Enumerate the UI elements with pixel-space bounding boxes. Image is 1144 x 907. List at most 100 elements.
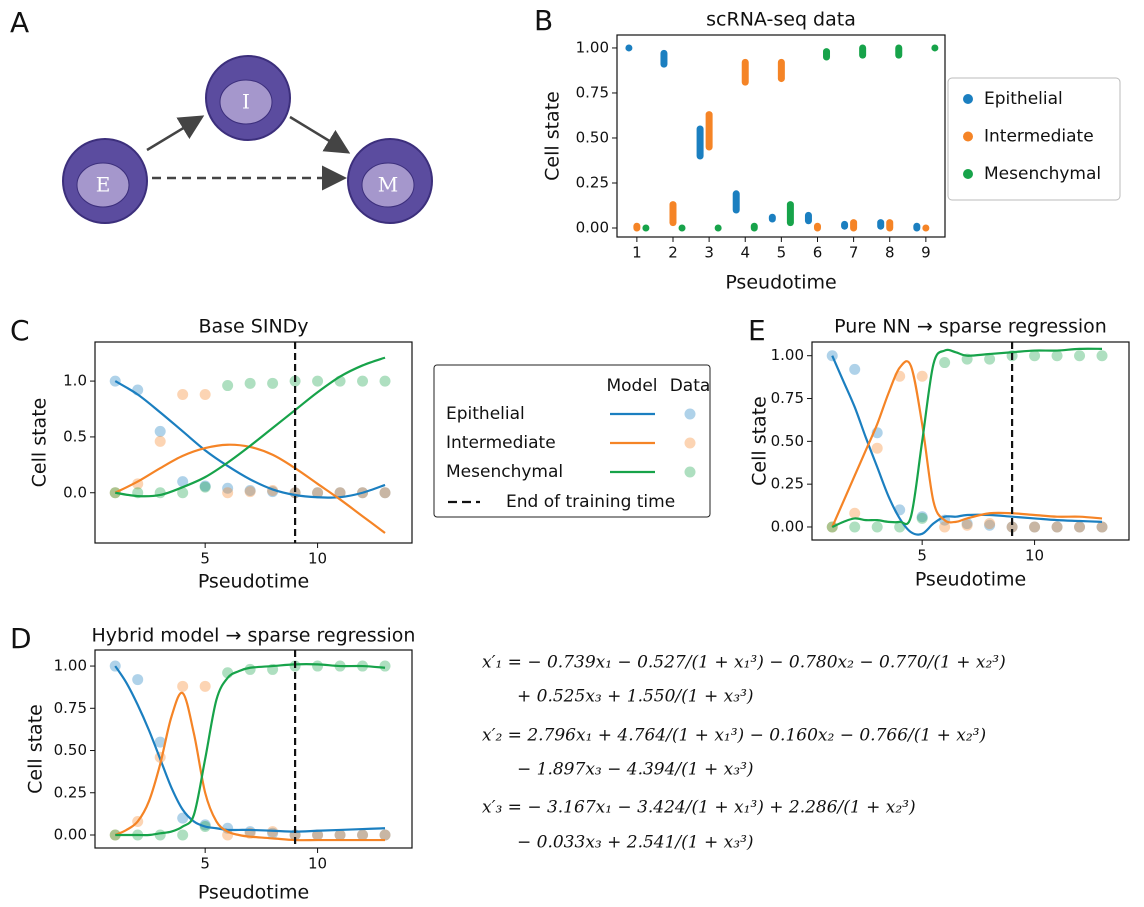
diagram: E I M: [62, 55, 433, 224]
node-label: I: [242, 90, 250, 114]
y-axis-label: Cell state: [25, 704, 47, 794]
data-point: [334, 829, 346, 841]
cell-cluster: [877, 219, 885, 230]
cell-cluster: [625, 44, 633, 52]
data-point: [916, 370, 928, 382]
data-point: [199, 480, 211, 492]
cell-cluster: [768, 213, 776, 223]
cell-cluster: [786, 201, 794, 227]
data-point: [244, 377, 256, 389]
x-tick-label: 10: [1025, 547, 1044, 565]
data-point: [177, 812, 189, 824]
data-point: [1074, 521, 1086, 533]
data-point: [222, 487, 234, 499]
legend-header: Data: [670, 376, 711, 396]
arrow: [289, 115, 351, 154]
y-tick-label: 0.50: [771, 432, 804, 450]
legend-dot: [684, 437, 696, 449]
equation-line: − 1.897x₃ − 4.394/(1 + x₃³): [517, 760, 754, 780]
legend-dot: [684, 466, 696, 478]
model-curve: [115, 356, 386, 498]
legend-marker: [963, 131, 973, 142]
plot-frame: [94, 341, 413, 544]
data-point: [379, 829, 391, 841]
panel-label: C: [10, 314, 30, 347]
model-curve: [114, 665, 386, 833]
y-tick-label: 0.25: [771, 475, 804, 493]
cell-cluster: [895, 44, 903, 59]
cell-cluster: [931, 44, 939, 52]
data-point: [267, 377, 279, 389]
data-point: [939, 357, 951, 369]
model-curve: [114, 380, 386, 499]
cell-cluster: [922, 224, 930, 232]
node-label: E: [96, 173, 111, 197]
data-point: [334, 487, 346, 499]
data-point: [916, 511, 928, 523]
cell-cluster: [823, 48, 831, 61]
y-tick-label: 0.5: [63, 427, 87, 445]
data-point: [222, 380, 234, 392]
data-point: [849, 507, 861, 519]
cell-cluster: [732, 190, 740, 214]
node-inner: [361, 162, 415, 208]
data-point: [177, 476, 189, 488]
panel-label: B: [534, 4, 553, 37]
data-point: [1074, 350, 1086, 362]
equation-line: − 0.033x₃ + 2.541/(1 + x₃³): [517, 833, 754, 853]
data-point: [1006, 521, 1018, 533]
cell-cluster: [642, 224, 650, 232]
legend-dot: [684, 408, 696, 420]
x-tick-label: 4: [740, 244, 750, 262]
x-tick-label: 3: [704, 244, 714, 262]
legend-label: Epithelial: [984, 89, 1063, 109]
data-point: [177, 829, 189, 841]
chart-title: Hybrid model → sparse regression: [92, 625, 416, 647]
cell-cluster: [633, 222, 641, 232]
model-curve: [831, 360, 1103, 528]
data-point: [379, 829, 391, 841]
x-axis-label: Pseudotime: [915, 569, 1026, 591]
x-tick-label: 8: [885, 244, 895, 262]
data-point: [312, 829, 324, 841]
model-curve: [115, 663, 386, 837]
data-point: [357, 829, 369, 841]
data-point: [177, 388, 189, 400]
cell-cluster: [669, 201, 677, 227]
x-axis-label: Pseudotime: [725, 272, 836, 294]
y-tick-label: 1.0: [63, 372, 87, 390]
data-point: [379, 487, 391, 499]
model-curve: [831, 355, 1103, 536]
data-point: [199, 388, 211, 400]
cell-cluster: [804, 211, 812, 225]
y-tick-label: 1.00: [771, 346, 804, 364]
y-axis-label: Cell state: [749, 396, 771, 486]
legend-marker: [963, 169, 973, 179]
cell-cluster: [750, 222, 758, 232]
cell-cluster: [886, 219, 894, 232]
chart-title: Base SINDy: [198, 316, 308, 338]
panel-label: E: [748, 314, 766, 347]
x-tick-label: 5: [200, 550, 210, 568]
x-tick-label: 2: [668, 244, 678, 262]
data-point: [334, 487, 346, 499]
cell-cluster: [660, 49, 668, 68]
legend-label: Intermediate: [984, 127, 1094, 147]
cell-cluster: [678, 224, 686, 232]
legend-marker: [963, 94, 973, 104]
data-point: [871, 442, 883, 454]
y-axis-label: Cell state: [542, 91, 564, 181]
y-tick-label: 1.00: [576, 38, 609, 56]
y-tick-label: 0.00: [576, 218, 609, 236]
data-point: [984, 353, 996, 365]
data-point: [1074, 521, 1086, 533]
data-point: [1051, 521, 1063, 533]
y-tick-label: 0.25: [54, 783, 87, 801]
node-inner: [76, 162, 130, 208]
cell-cluster: [705, 111, 713, 151]
y-tick-label: 0.75: [771, 389, 804, 407]
data-point: [154, 736, 166, 748]
cell-cluster: [841, 220, 849, 230]
data-point: [132, 674, 144, 686]
